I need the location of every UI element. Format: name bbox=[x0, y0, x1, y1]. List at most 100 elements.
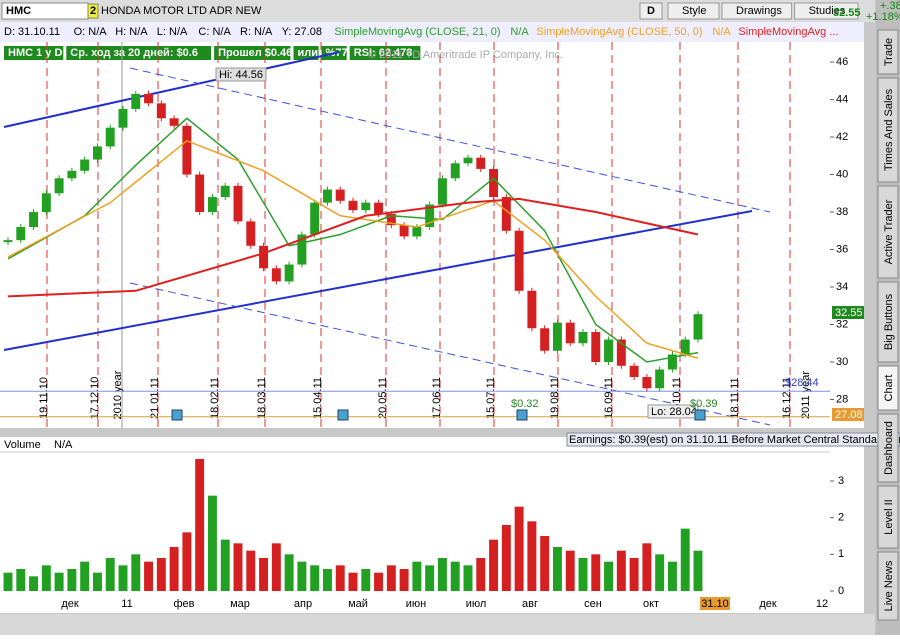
toolbar-button[interactable] bbox=[794, 2, 859, 20]
volume-bar bbox=[310, 565, 320, 591]
candle bbox=[54, 178, 64, 194]
study-value: N/A bbox=[510, 26, 529, 38]
moving-average bbox=[7, 117, 699, 363]
volume-bar bbox=[693, 550, 703, 591]
price-axis bbox=[830, 42, 864, 428]
candle bbox=[616, 339, 626, 366]
side-tab[interactable] bbox=[877, 281, 899, 363]
volume-bar bbox=[578, 558, 588, 591]
candle bbox=[476, 157, 486, 169]
volume-bar bbox=[361, 569, 371, 591]
volume-bar bbox=[41, 565, 51, 591]
candle bbox=[335, 189, 345, 201]
candle bbox=[450, 163, 460, 179]
candle bbox=[514, 230, 524, 291]
candle bbox=[271, 268, 281, 282]
event-icon[interactable] bbox=[516, 409, 528, 421]
study-label: SimpleMovingAvg (CLOSE, 50, 0) bbox=[536, 26, 702, 38]
candle bbox=[489, 168, 499, 198]
month-label: апр bbox=[294, 598, 312, 610]
legend-field: C: N/A bbox=[198, 26, 231, 38]
month-label: июл bbox=[466, 598, 487, 610]
info-text: HMC 1 y D bbox=[8, 47, 62, 59]
legend-field: R: N/A bbox=[240, 26, 273, 38]
candle bbox=[3, 240, 13, 243]
side-tab[interactable] bbox=[877, 551, 899, 621]
change-pct: +1.18% bbox=[866, 11, 900, 23]
side-tab[interactable] bbox=[877, 29, 899, 75]
volume-bar bbox=[616, 550, 626, 591]
volume-bar bbox=[642, 543, 652, 591]
level-label: $28.44 bbox=[785, 377, 819, 389]
expiry-label: 17.12.10 bbox=[89, 377, 101, 420]
expiry-label: 17.06.11 bbox=[431, 377, 443, 419]
expiry-label: 16.09.11 bbox=[603, 377, 615, 419]
candle bbox=[284, 264, 294, 282]
volume-bar bbox=[207, 495, 217, 591]
trend-line bbox=[3, 51, 341, 128]
volume-bar bbox=[680, 528, 690, 591]
candle bbox=[246, 221, 256, 246]
event-icon[interactable] bbox=[171, 409, 183, 421]
price-tick-label: 32 bbox=[836, 318, 848, 330]
hi-label: Hi: 44.56 bbox=[219, 69, 263, 81]
side-tab[interactable] bbox=[877, 413, 899, 483]
toolbar-button-label: Studies bbox=[809, 5, 846, 17]
candle bbox=[29, 212, 39, 228]
month-label: дек bbox=[61, 598, 79, 610]
study-label: SimpleMovingAvg (CLOSE, 21, 0) bbox=[334, 26, 500, 38]
volume-bar bbox=[476, 558, 486, 591]
info-text: RSI: 62.478 bbox=[354, 47, 413, 59]
volume-bar bbox=[156, 558, 166, 591]
volume-bar bbox=[399, 569, 409, 591]
last-price-tag-text: 32.55 bbox=[835, 307, 863, 319]
side-tab-label: Active Trader bbox=[883, 199, 895, 264]
candle bbox=[693, 314, 703, 340]
d-button[interactable] bbox=[639, 2, 663, 20]
event-icon[interactable] bbox=[337, 409, 349, 421]
volume-bar bbox=[169, 547, 179, 591]
moving-average bbox=[7, 139, 699, 359]
volume-bar bbox=[374, 572, 384, 591]
side-tab[interactable] bbox=[877, 485, 899, 549]
candle bbox=[220, 185, 230, 198]
side-tab-label: Level II bbox=[883, 499, 895, 534]
volume-bar bbox=[195, 459, 205, 591]
toolbar-button[interactable] bbox=[721, 2, 793, 20]
side-tab[interactable] bbox=[877, 365, 899, 411]
prev-close-tag bbox=[832, 408, 864, 421]
candle bbox=[233, 185, 243, 222]
event-icon[interactable] bbox=[694, 409, 706, 421]
candle bbox=[67, 170, 77, 179]
month-label: 31.10 bbox=[701, 598, 729, 610]
candle bbox=[667, 354, 677, 370]
last-price: 32.55 bbox=[833, 7, 861, 19]
volume-bar bbox=[629, 558, 639, 591]
time-axis bbox=[0, 595, 864, 613]
price-tick-label: 46 bbox=[836, 56, 848, 68]
price-tick-label: 34 bbox=[836, 281, 848, 293]
side-tab[interactable] bbox=[877, 185, 899, 279]
side-tab[interactable] bbox=[877, 77, 899, 183]
candle bbox=[297, 234, 307, 265]
candle bbox=[131, 93, 141, 109]
toolbar-button[interactable] bbox=[667, 2, 720, 20]
price-tick-label: 42 bbox=[836, 131, 848, 143]
candle bbox=[105, 127, 115, 147]
expiry-label: 20.05.11 bbox=[377, 377, 389, 419]
month-label: авг bbox=[522, 598, 538, 610]
candle bbox=[501, 197, 511, 231]
candle bbox=[604, 339, 614, 363]
candle bbox=[195, 174, 205, 213]
candle bbox=[527, 290, 537, 329]
bottom-bar bbox=[0, 614, 875, 635]
candle bbox=[412, 227, 422, 237]
lo-label: Lo: 28.04 bbox=[651, 406, 697, 418]
volume-bar bbox=[233, 543, 243, 591]
month-label: 11 bbox=[121, 598, 132, 610]
candle bbox=[629, 365, 639, 378]
volume-bar bbox=[131, 554, 141, 591]
candle bbox=[16, 227, 26, 241]
volume-tick-label: 0 bbox=[838, 585, 844, 597]
